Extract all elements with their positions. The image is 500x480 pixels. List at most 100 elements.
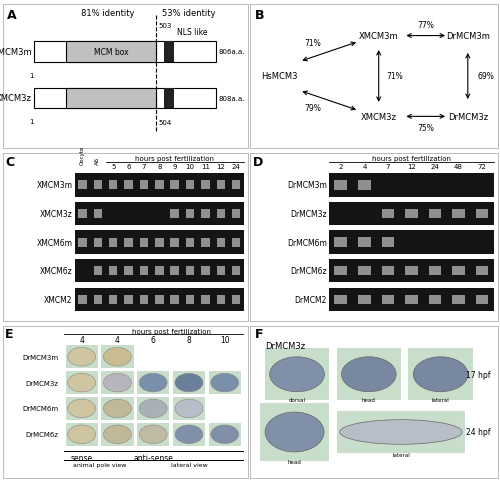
Bar bbox=[75, 288, 244, 312]
Text: 1: 1 bbox=[30, 119, 34, 124]
Text: 806a.a.: 806a.a. bbox=[218, 49, 244, 55]
Bar bbox=[137, 423, 170, 446]
Bar bbox=[170, 238, 179, 247]
Bar bbox=[78, 295, 86, 304]
Bar bbox=[170, 210, 179, 218]
Bar bbox=[358, 295, 371, 304]
Bar bbox=[170, 295, 179, 304]
Bar bbox=[173, 423, 205, 446]
Text: XMCM3m: XMCM3m bbox=[0, 48, 32, 57]
Bar bbox=[358, 238, 371, 247]
Ellipse shape bbox=[104, 399, 132, 418]
Text: DrMCM3m: DrMCM3m bbox=[446, 32, 490, 41]
Text: lateral: lateral bbox=[432, 397, 450, 402]
Ellipse shape bbox=[139, 425, 167, 444]
Text: animal pole view: animal pole view bbox=[73, 462, 126, 467]
Text: DrMCM2: DrMCM2 bbox=[294, 295, 326, 304]
Bar bbox=[232, 181, 240, 190]
Bar bbox=[94, 210, 102, 218]
Bar bbox=[186, 181, 194, 190]
Text: 77%: 77% bbox=[418, 21, 434, 29]
Text: DrMCM3z: DrMCM3z bbox=[265, 341, 305, 350]
Text: 7: 7 bbox=[386, 164, 390, 169]
Text: XMCM2: XMCM2 bbox=[44, 295, 72, 304]
Bar bbox=[124, 295, 133, 304]
Bar bbox=[452, 209, 465, 219]
Bar bbox=[334, 266, 347, 276]
Text: 504: 504 bbox=[158, 120, 172, 126]
Text: hours post fertilization: hours post fertilization bbox=[135, 156, 214, 162]
Bar bbox=[232, 210, 240, 218]
Ellipse shape bbox=[342, 357, 396, 392]
Bar bbox=[186, 238, 194, 247]
Text: XMCM3z: XMCM3z bbox=[361, 113, 396, 121]
Text: XMCM6m: XMCM6m bbox=[36, 238, 72, 247]
Text: DrMCM3z: DrMCM3z bbox=[290, 210, 327, 218]
Text: F: F bbox=[255, 327, 264, 340]
Bar bbox=[137, 372, 170, 394]
Bar bbox=[476, 209, 488, 219]
Bar bbox=[140, 181, 148, 190]
Bar bbox=[329, 174, 494, 197]
Bar bbox=[155, 181, 164, 190]
Text: head: head bbox=[362, 397, 376, 402]
Bar bbox=[164, 42, 174, 62]
Bar bbox=[382, 295, 394, 304]
Text: 7: 7 bbox=[142, 164, 146, 169]
Text: E: E bbox=[5, 327, 14, 340]
Bar bbox=[208, 372, 241, 394]
Text: 12: 12 bbox=[407, 164, 416, 169]
Bar bbox=[173, 372, 205, 394]
Bar bbox=[155, 295, 164, 304]
Bar bbox=[124, 181, 133, 190]
Text: 2: 2 bbox=[339, 164, 343, 169]
Text: 48: 48 bbox=[454, 164, 463, 169]
Bar bbox=[186, 210, 194, 218]
Bar bbox=[75, 174, 244, 197]
Text: XMCM3m: XMCM3m bbox=[359, 32, 399, 41]
Text: 1: 1 bbox=[30, 72, 34, 78]
Text: 11: 11 bbox=[201, 164, 210, 169]
Bar bbox=[336, 411, 466, 453]
Bar bbox=[186, 295, 194, 304]
Text: 24 hpf: 24 hpf bbox=[466, 428, 490, 437]
Bar bbox=[405, 266, 418, 276]
Bar bbox=[164, 88, 174, 108]
Text: DrMCM3z: DrMCM3z bbox=[26, 380, 59, 386]
Text: 79%: 79% bbox=[304, 104, 322, 113]
Bar bbox=[94, 238, 102, 247]
Bar bbox=[232, 295, 240, 304]
Ellipse shape bbox=[139, 373, 167, 392]
Bar bbox=[405, 209, 418, 219]
Text: 17 hpf: 17 hpf bbox=[466, 370, 490, 379]
Ellipse shape bbox=[175, 373, 203, 392]
Text: 5: 5 bbox=[111, 164, 116, 169]
Text: 10: 10 bbox=[220, 336, 230, 344]
Bar bbox=[170, 181, 179, 190]
Bar bbox=[216, 238, 225, 247]
Text: MCM box: MCM box bbox=[94, 48, 128, 57]
Text: DrMCM3z: DrMCM3z bbox=[448, 113, 488, 121]
Text: 4: 4 bbox=[362, 164, 366, 169]
Text: 10: 10 bbox=[186, 164, 194, 169]
Bar bbox=[75, 259, 244, 283]
Bar bbox=[94, 267, 102, 276]
Bar bbox=[232, 238, 240, 247]
Bar bbox=[201, 238, 209, 247]
Bar bbox=[124, 238, 133, 247]
Bar bbox=[66, 42, 156, 62]
Text: hours post fertilization: hours post fertilization bbox=[132, 328, 210, 334]
Text: NLS like: NLS like bbox=[177, 28, 208, 36]
Bar bbox=[78, 210, 86, 218]
Bar bbox=[452, 295, 465, 304]
Text: hours post fertilization: hours post fertilization bbox=[372, 156, 451, 162]
Bar bbox=[216, 295, 225, 304]
Bar bbox=[334, 238, 347, 247]
Text: 12: 12 bbox=[216, 164, 225, 169]
Bar bbox=[109, 295, 118, 304]
Bar bbox=[208, 423, 241, 446]
Text: anti-sense: anti-sense bbox=[133, 453, 173, 462]
Bar bbox=[173, 397, 205, 420]
Bar bbox=[428, 209, 442, 219]
Text: 72: 72 bbox=[478, 164, 486, 169]
